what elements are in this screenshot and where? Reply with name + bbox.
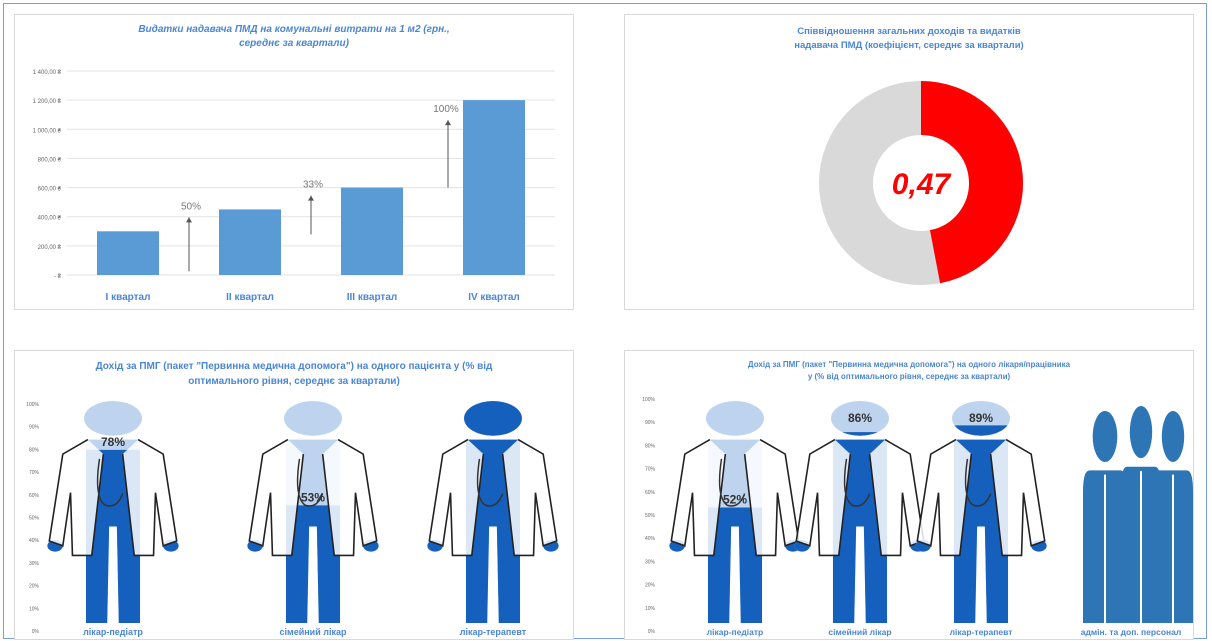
arrow-head [445,120,451,126]
growth-label: 100% [433,104,459,115]
arrow-head [308,195,314,201]
y-tick-label: 200,00 ₴ [38,245,62,251]
x-tick-label: IV квартал [468,292,520,303]
bar [463,100,525,276]
y-tick-label: 0% [32,629,40,635]
dashboard-frame [3,3,1207,639]
donut-center-label: 0,47 [892,168,952,201]
donut-chart: 0,47 [819,81,1023,285]
y-tick-label: 60% [645,490,656,496]
y-tick-label: 0% [648,629,656,635]
y-tick-label: 10% [29,606,40,612]
y-tick-label: 50% [645,513,656,519]
y-tick-label: - ₴ [54,274,62,280]
value-label: 86% [848,411,872,425]
doctor-figure [47,401,179,623]
y-tick-label: 60% [29,493,40,499]
donut-value-arc [919,81,1023,284]
bar [97,231,159,275]
y-tick-label: 70% [29,470,40,476]
y-tick-label: 20% [29,584,40,590]
y-tick-label: 600,00 ₴ [38,187,62,193]
category-label: сімейний лікар [828,627,891,637]
y-tick-label: 20% [645,583,656,589]
category-label: адмін. та доп. персонал [1081,627,1182,637]
figure-chart: 0% 10% 20% 30% 40% 50% 60% 70% 80% 90% 100% 78% ліка… [26,401,559,637]
category-label: лікар-педіатр [83,627,143,637]
staff-group-icon [1083,406,1193,623]
doctor-figure [247,401,379,623]
y-tick-label: 40% [29,538,40,544]
chart-title: Співвідношення загальних доходів та вида… [794,26,1024,51]
chart-title: Дохід за ПМГ (пакет "Первинна медична до… [747,360,1071,381]
x-tick-label: ІІІ квартал [347,292,397,303]
doctor-figure [915,401,1047,623]
value-label: 89% [969,411,993,425]
panel-utility-costs: Видатки надавача ПМД на комунальні витра… [14,14,574,310]
doctor-figure [794,401,926,623]
y-tick-label: 40% [645,536,656,542]
value-label: 78% [101,435,125,449]
y-tick-label: 80% [645,443,656,449]
growth-label: 50% [181,201,201,212]
doctor-figure [427,401,559,623]
category-label: лікар-терапевт [950,627,1013,637]
y-tick-label: 1 000,00 ₴ [33,128,62,134]
doctor-figure [669,401,801,623]
y-tick-label: 800,00 ₴ [38,157,62,163]
y-tick-label: 10% [645,606,656,612]
x-tick-label: І квартал [106,292,151,303]
arrow-head [186,217,192,223]
y-tick-label: 1 200,00 ₴ [33,99,62,105]
y-tick-label: 90% [29,425,40,431]
y-tick-label: 1 400,00 ₴ [33,70,62,76]
panel-income-per-patient: Дохід за ПМГ (пакет "Первинна медична до… [14,350,574,640]
value-label: 53% [301,490,325,504]
y-tick-label: 50% [29,516,40,522]
y-tick-label: 400,00 ₴ [38,216,62,222]
growth-label: 33% [303,180,323,191]
y-tick-label: 90% [645,420,656,426]
chart-title: Видатки надавача ПМД на комунальні витра… [138,24,450,49]
y-tick-label: 80% [29,447,40,453]
bar [219,209,281,275]
bar [341,187,403,275]
y-tick-label: 30% [645,559,656,565]
category-label: лікар-терапевт [460,627,527,637]
value-label: 52% [723,493,747,507]
figure-chart: 0% 10% 20% 30% 40% 50% 60% 70% 80% 90% 100% 52% ліка… [642,397,1193,637]
category-label: сімейний лікар [280,627,347,637]
category-label: лікар-педіатр [707,627,763,637]
panel-income-expense-ratio: Співвідношення загальних доходів та вида… [624,14,1194,310]
y-tick-label: 30% [29,561,40,567]
bar-chart: - ₴ 200,00 ₴ 400,00 ₴ 600,00 ₴ 800,00 ₴ 1 000… [33,70,555,303]
chart-title: Дохід за ПМГ (пакет "Первинна медична до… [95,361,493,387]
y-tick-label: 100% [642,397,655,403]
y-tick-label: 100% [26,402,39,408]
y-tick-label: 70% [645,467,656,473]
x-tick-label: ІІ квартал [226,292,274,303]
panel-income-per-doctor: Дохід за ПМГ (пакет "Первинна медична до… [624,350,1194,640]
